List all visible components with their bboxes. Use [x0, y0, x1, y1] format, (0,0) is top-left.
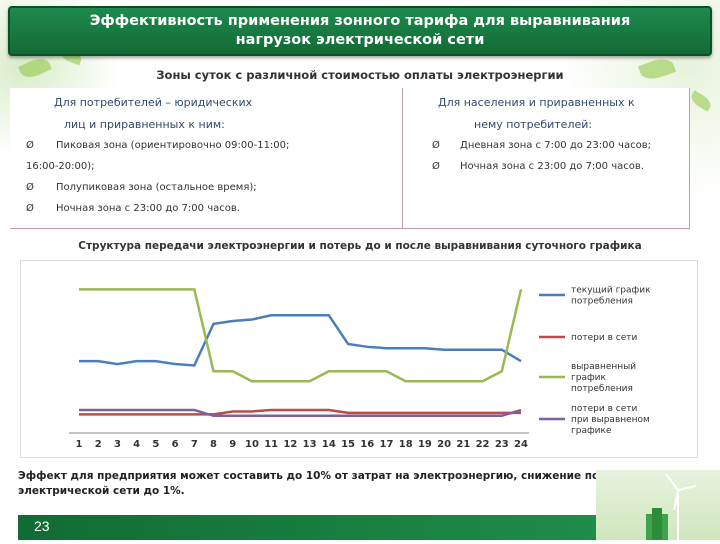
x-tick-label: 6	[172, 439, 179, 450]
x-tick-label: 16	[360, 439, 374, 450]
legal-item-peak: Пиковая зона (ориентировочно 09:00-11:00…	[56, 140, 290, 151]
series-line	[79, 288, 523, 383]
population-heading-line1: Для населения и приравненных к	[438, 96, 635, 109]
chart-title: Структура передачи электроэнергии и поте…	[78, 240, 642, 252]
x-tick-label: 21	[456, 439, 470, 450]
page-number: 23	[34, 518, 50, 534]
population-item-night: Ночная зона с 23:00 до 7:00 часов.	[460, 161, 644, 172]
legal-item-semipeak: Полупиковая зона (остальное время);	[56, 182, 257, 193]
x-tick-label: 1	[76, 439, 83, 450]
legend-label: потери в сети	[571, 333, 637, 343]
x-tick-label: 8	[210, 439, 217, 450]
legend-label: потери в сети	[571, 404, 637, 414]
x-tick-label: 22	[476, 439, 490, 450]
bullet-icon: Ø	[26, 140, 34, 151]
bullet-icon: Ø	[432, 140, 440, 151]
line-chart: 1 2 3 4 5 6 7 8 9 10 11 12 13 14 15 16 17 18 19 20 21 22 23 24т…	[69, 286, 651, 450]
x-tick-label: 5	[152, 439, 159, 450]
x-tick-label: 11	[264, 439, 278, 450]
footer-bar	[18, 515, 596, 540]
bullet-icon: Ø	[26, 203, 34, 214]
x-tick-label: 7	[191, 439, 198, 450]
population-item-day: Дневная зона с 7:00 до 23:00 часов;	[460, 140, 651, 151]
x-tick-label: 9	[229, 439, 236, 450]
legend-label: график	[571, 373, 607, 383]
bullet-icon: Ø	[432, 161, 440, 172]
wind-turbine-icon	[646, 473, 697, 540]
population-heading-line2: нему потребителей:	[474, 118, 593, 131]
x-tick-label: 13	[303, 439, 317, 450]
x-tick-label: 19	[418, 439, 432, 450]
legend-label: потребления	[571, 384, 633, 394]
series-line	[79, 408, 522, 418]
wind-turbine-illustration	[596, 470, 720, 540]
x-tick-label: 18	[399, 439, 413, 450]
zones-subtitle: Зоны суток с различной стоимостью оплаты…	[156, 68, 564, 82]
x-tick-label: 2	[95, 439, 102, 450]
legend-label: при выравненом	[571, 415, 650, 425]
x-tick-label: 10	[245, 439, 259, 450]
chart-container: 1 2 3 4 5 6 7 8 9 10 11 12 13 14 15 16 17 18 19 20 21 22 23 24 т…	[20, 260, 698, 458]
x-tick-label: 14	[322, 439, 336, 450]
legend-label: текущий график	[571, 286, 651, 296]
legend-label: графике	[571, 426, 612, 436]
legend-label: выравненный	[571, 362, 636, 372]
legal-heading-line1: Для потребителей – юридических	[54, 96, 253, 109]
x-tick-label: 20	[437, 439, 451, 450]
legal-item-peak-cont: 16:00-20:00);	[26, 161, 95, 172]
x-tick-label: 24	[514, 439, 528, 450]
legal-item-night: Ночная зона с 23:00 до 7:00 часов.	[56, 203, 240, 214]
x-tick-label: 3	[114, 439, 121, 450]
effect-text: Эффект для предприятия может составить д…	[18, 470, 669, 497]
x-tick-label: 17	[380, 439, 394, 450]
x-tick-label: 12	[283, 439, 297, 450]
x-tick-label: 4	[133, 439, 140, 450]
page-title: Эффективность применения зонного тарифа …	[8, 6, 712, 56]
series-line	[79, 408, 521, 416]
series-line	[79, 313, 522, 367]
x-tick-label: 23	[495, 439, 509, 450]
legend-label: потребления	[571, 297, 633, 307]
page-title-text: Эффективность применения зонного тарифа …	[89, 13, 631, 48]
legal-heading-line2: лиц и приравненных к ним:	[64, 118, 225, 131]
bullet-icon: Ø	[26, 182, 34, 193]
population-box	[402, 88, 690, 229]
x-tick-label: 15	[341, 439, 355, 450]
legal-entities-box	[10, 88, 403, 229]
